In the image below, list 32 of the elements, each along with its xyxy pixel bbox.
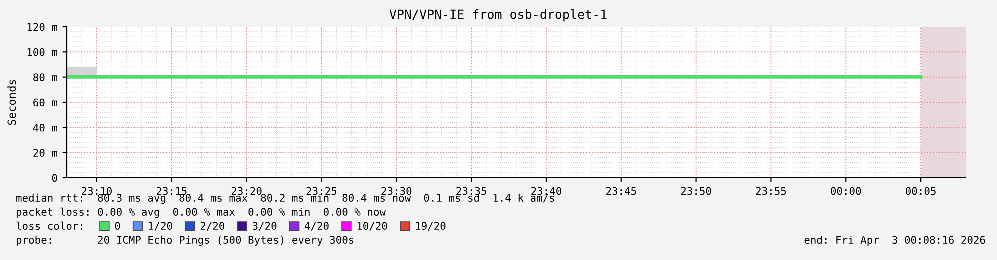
x-tick-label: 23:30	[382, 187, 412, 196]
y-tick-label: 80 m	[34, 74, 58, 82]
y-tick-label: 20 m	[34, 149, 58, 157]
text: packet loss: 0.00 % avg 0.00 % max 0.00 % min 0.00 % now	[16, 208, 386, 218]
x-tick-label: 23:40	[532, 187, 562, 196]
x-tick-label: 23:55	[756, 187, 786, 196]
text: end: Fri Apr 3 00:08:16 2026	[804, 236, 986, 246]
x-tick-label: 23:45	[606, 187, 636, 196]
x-tick-label: 23:10	[82, 187, 112, 196]
chart-title: VPN/VPN-IE from osb-droplet-1	[390, 9, 607, 22]
legend-label: 4/20	[304, 222, 329, 231]
legend-title: loss color:	[16, 222, 82, 230]
y-tick-label: 40 m	[33, 124, 58, 132]
x-tick-label: 23:15	[156, 187, 187, 196]
legend-label: 1/20	[149, 222, 172, 231]
y-tick-label: 120 m	[28, 23, 58, 32]
x-tick-label: 23:20	[232, 187, 262, 196]
x-tick-label: 00:05	[906, 187, 936, 196]
x-tick-label: 23:50	[681, 187, 712, 196]
text: probe: 20 ICMP Echo Pings (500 Bytes) every 300s	[16, 236, 354, 246]
y-axis-title: Seconds	[8, 80, 16, 126]
y-tick-label: 100 m	[28, 48, 58, 56]
y-tick-label: 0	[52, 174, 58, 182]
x-tick-label: 23:25	[306, 187, 337, 196]
legend-label: 0	[115, 222, 120, 230]
x-tick-label: 00:00	[831, 187, 862, 196]
legend-label: 10/20	[358, 222, 388, 231]
y-tick-label: 60 m	[34, 98, 58, 107]
legend-label: 3/20	[252, 222, 277, 231]
legend-label: 19/20	[416, 222, 446, 231]
legend-label: 2/20	[200, 222, 225, 231]
x-tick-label: 23:35	[456, 187, 486, 196]
